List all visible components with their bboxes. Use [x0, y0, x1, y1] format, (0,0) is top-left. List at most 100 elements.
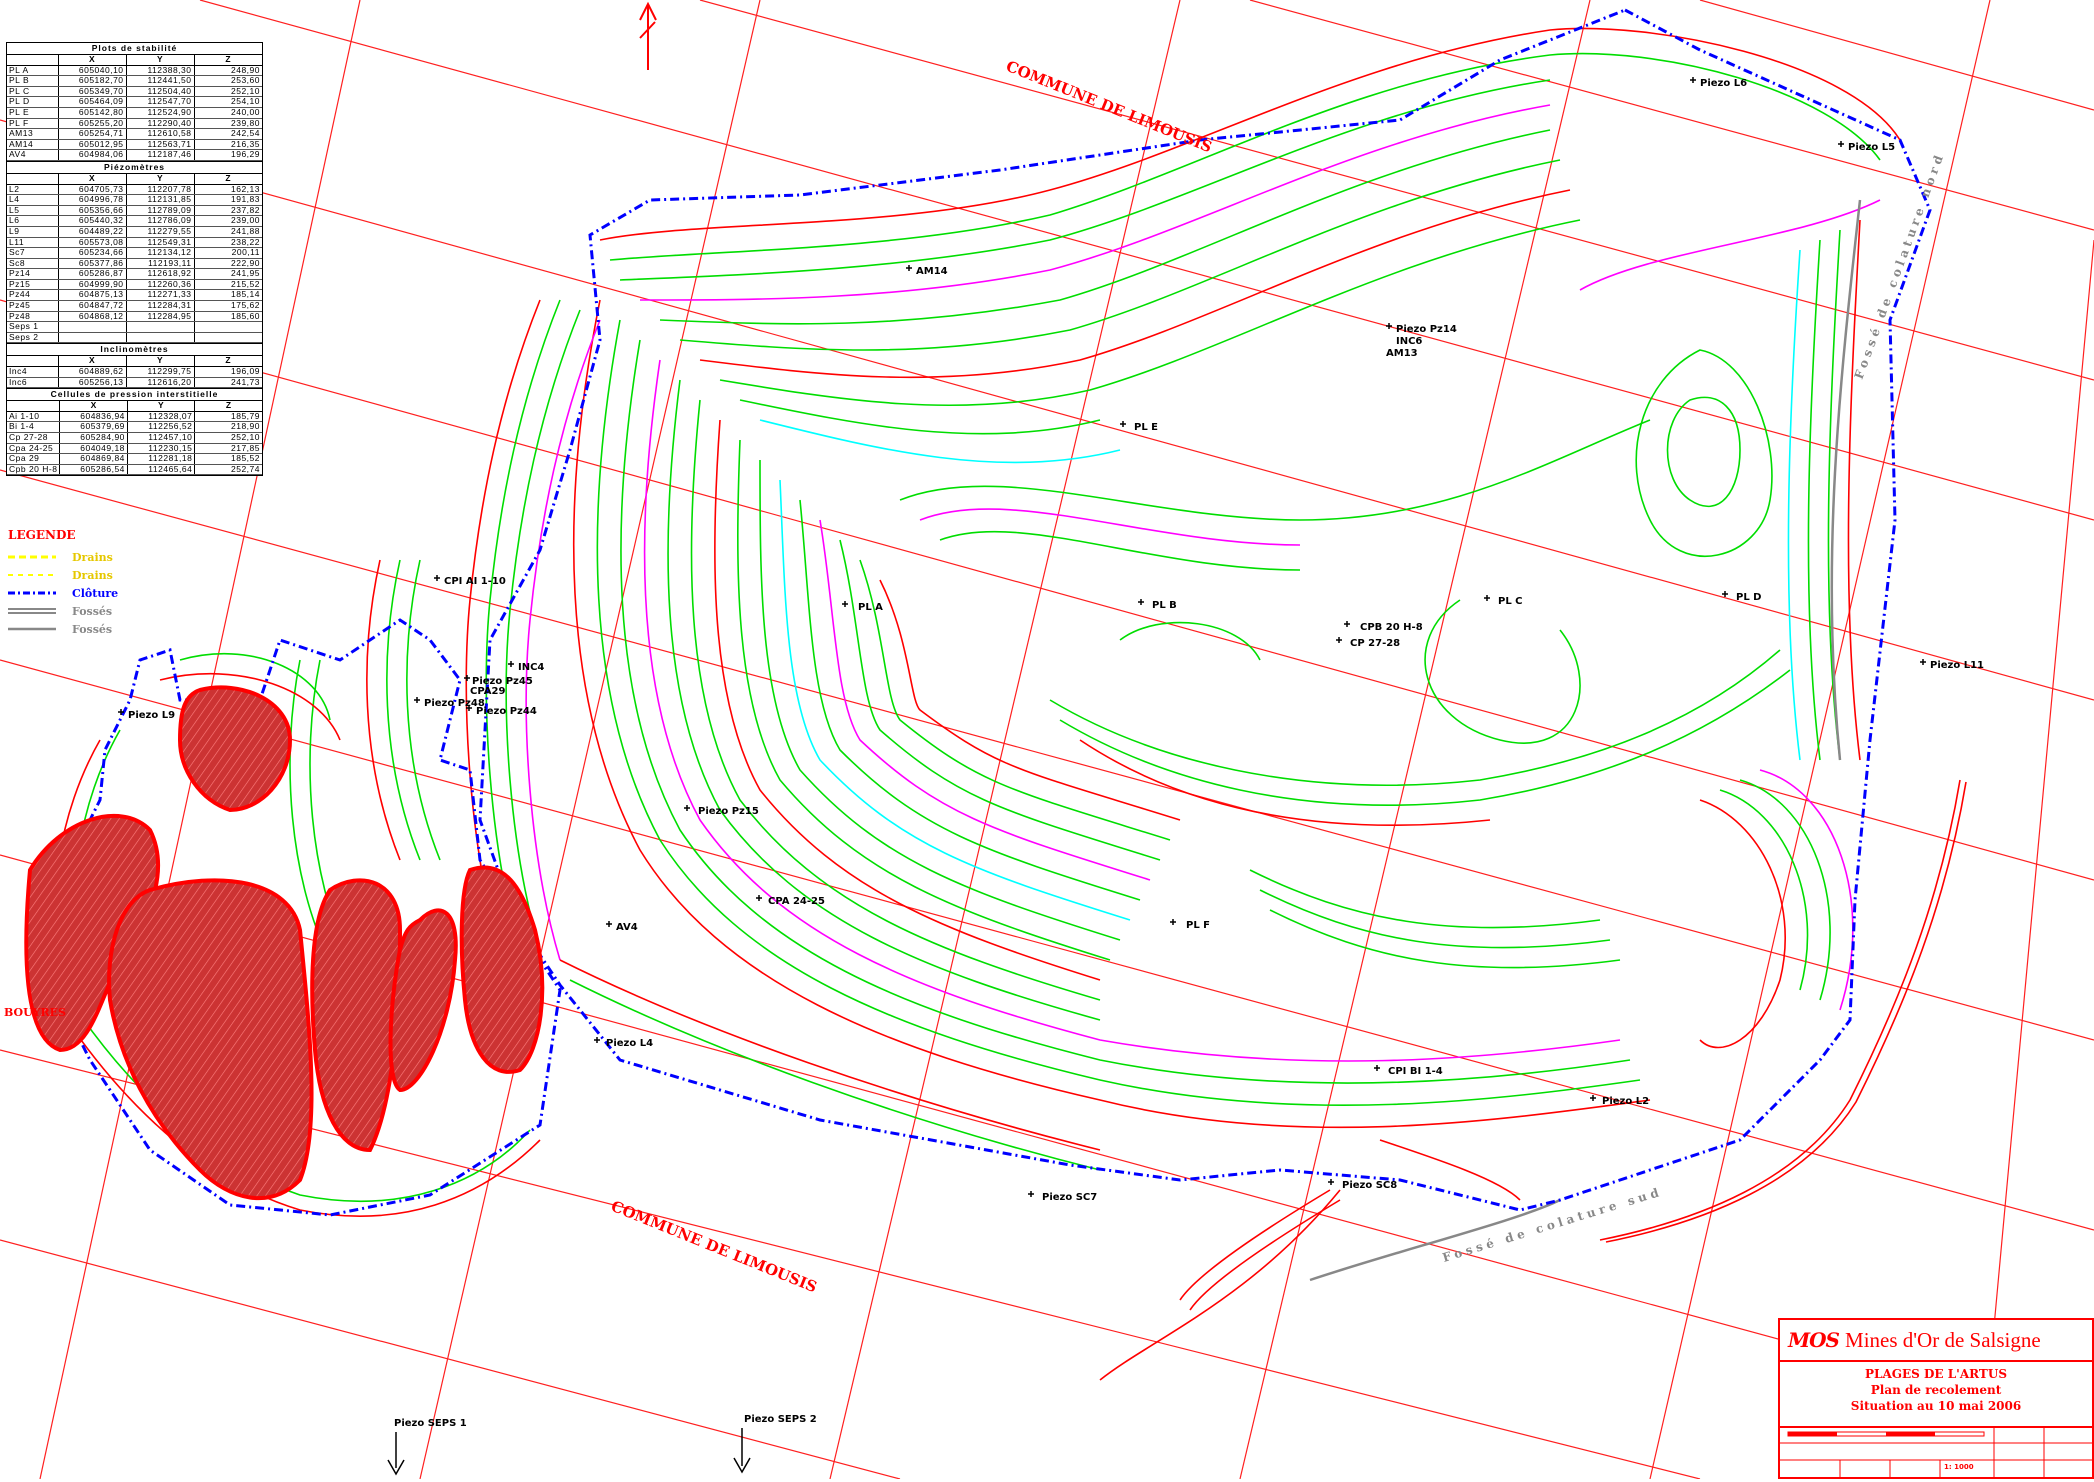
table-cell: 112284,95	[126, 311, 195, 323]
table-cell: 112786,09	[126, 216, 195, 227]
table-cell: 605440,32	[58, 216, 127, 227]
table-cell: 605573,08	[58, 237, 127, 249]
legend-item-ditch-single: Fossés	[8, 620, 128, 638]
table-cell: 605286,54	[59, 464, 128, 476]
ditch-label-south: Fossé de colature sud	[1441, 1184, 1664, 1264]
table-row: Cpa 24-25 604049,18 112230,15 217,85	[7, 443, 262, 455]
table-cell: 112187,46	[126, 150, 195, 161]
svg-text:INC4: INC4	[518, 662, 544, 673]
table-cell: 605464,09	[58, 97, 127, 108]
table-row: AM14 605012,95 112563,71 216,35	[7, 139, 262, 151]
table-cell: 605284,90	[59, 432, 128, 444]
table-cell: 112441,50	[126, 76, 195, 87]
table-cell: 175,62	[194, 300, 262, 312]
table-cell: Cpa 24-25	[7, 443, 61, 455]
legend-title: LEGENDE	[8, 528, 76, 542]
legend-item-drains-2: Drains	[8, 566, 128, 584]
table-cell: 185,79	[194, 411, 262, 423]
table-cell: Cp 27-28	[7, 432, 61, 444]
table-cell: 112256,52	[127, 422, 196, 433]
table-cell: 200,11	[194, 247, 262, 259]
table-cell: Sc8	[7, 258, 59, 270]
table-cell: 216,35	[194, 139, 262, 151]
table-cell: 605377,86	[58, 258, 127, 270]
table-row: PL E 605142,80 112524,90 240,00	[7, 107, 262, 119]
table-cell: AV4	[7, 150, 59, 161]
piezo-l5: Piezo L5	[1838, 141, 1895, 153]
table-row: Sc7 605234,66 112134,12 200,11	[7, 247, 262, 259]
table-cell: 604996,78	[58, 195, 127, 206]
table-cell: Cpa 29	[7, 454, 61, 465]
table-cell: PL B	[7, 76, 59, 87]
table-cell: 604999,90	[58, 279, 127, 291]
table-cell: 112281,18	[127, 454, 196, 465]
table-cell: 604868,12	[58, 311, 127, 323]
table-cell: AM14	[7, 139, 59, 151]
table-cell	[126, 321, 195, 333]
table-cell: 241,95	[194, 269, 262, 280]
title-line-2: Plan de recolement	[1870, 1383, 2002, 1397]
svg-text:CPB 20 H-8: CPB 20 H-8	[1360, 622, 1423, 633]
table-cell	[58, 321, 127, 333]
table-cell	[194, 332, 262, 344]
table-cell: L2	[7, 184, 59, 196]
table-title: Piézomètres	[7, 162, 262, 174]
svg-text:CPI BI 1-4: CPI BI 1-4	[1388, 1066, 1443, 1077]
legend-label: Fossés	[72, 604, 113, 618]
table-cell: PL A	[7, 65, 59, 77]
column-header: X	[58, 173, 127, 185]
svg-text:Piezo Pz14: Piezo Pz14	[1396, 324, 1457, 335]
perimeter-fence	[48, 8, 1932, 1217]
table-title: Cellules de pression interstitielle	[7, 389, 262, 402]
table-cell: 248,90	[194, 65, 262, 77]
table-cell: 605349,70	[58, 86, 127, 98]
table-row: Cpa 29 604869,84 112281,18 185,52	[7, 454, 262, 465]
table-cell: 112284,31	[126, 300, 195, 312]
pl-c: PL C	[1484, 595, 1523, 607]
scale-bar-area: 1: 1000	[1780, 1426, 2092, 1477]
table-cell: PL F	[7, 118, 59, 130]
pl-d: PL D	[1722, 591, 1761, 603]
table-row: L4 604996,78 112131,85 191,83	[7, 195, 262, 206]
table-cell	[126, 332, 195, 344]
table-row: Pz48 604868,12 112284,95 185,60	[7, 311, 262, 323]
column-header	[7, 55, 59, 66]
table-title: Plots de stabilité	[7, 43, 262, 55]
column-header: Z	[194, 173, 262, 185]
table-cell: L5	[7, 205, 59, 217]
piezo-pz44: Piezo Pz44	[466, 705, 537, 717]
piezo-pz45: Piezo Pz45	[464, 675, 533, 687]
table-cell: Sc7	[7, 247, 59, 259]
svg-text:Piezo Pz45: Piezo Pz45	[472, 676, 533, 687]
table-cell: 604875,13	[58, 290, 127, 302]
table-cell: Pz48	[7, 311, 59, 323]
table-cell: 112457,10	[127, 432, 196, 444]
column-header: X	[58, 356, 127, 368]
table-cell: 605182,70	[58, 76, 127, 87]
table-cell: 605040,10	[58, 65, 127, 77]
table-cell: 604049,18	[59, 443, 128, 455]
table-row: L2 604705,73 112207,78 162,13	[7, 184, 262, 196]
table-cell: 191,83	[194, 195, 262, 206]
table-cell: 252,74	[194, 464, 262, 476]
svg-text:PL E: PL E	[1134, 422, 1158, 433]
table-row: Bi 1-4 605379,69 112256,52 218,90	[7, 422, 262, 433]
table-cell: Seps 1	[7, 322, 59, 333]
yellow-thin-dashed-line-icon	[8, 574, 56, 576]
seps-markers: Piezo SEPS 1 Piezo SEPS 2	[387, 1414, 817, 1476]
cpi-bi-1-4: CPI BI 1-4	[1374, 1065, 1443, 1077]
svg-text:AV4: AV4	[616, 922, 638, 933]
table-cell: 185,52	[194, 454, 262, 465]
table-cell: PL C	[7, 86, 59, 98]
table-cell: 112131,85	[126, 195, 195, 206]
table-row: PL B 605182,70 112441,50 253,60	[7, 76, 262, 87]
table-row: Inc6 605256,13 112616,20 241,73	[7, 377, 262, 389]
table-row: Seps 1	[7, 322, 262, 333]
table-cell: 112504,40	[126, 86, 195, 98]
table-cell: L6	[7, 216, 59, 227]
column-header: Z	[194, 400, 262, 412]
table-cell: 217,85	[194, 443, 262, 455]
piezo-l9: Piezo L9	[118, 709, 175, 721]
table-row: Pz45 604847,72 112284,31 175,62	[7, 300, 262, 312]
piezo-l6: Piezo L6	[1690, 77, 1747, 89]
